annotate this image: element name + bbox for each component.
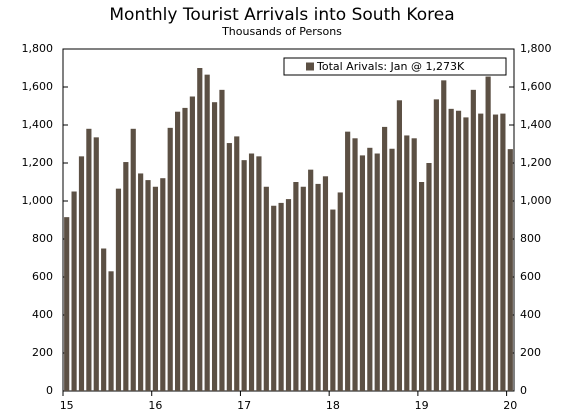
bar [382, 126, 388, 392]
chart-title: Monthly Tourist Arrivals into South Kore… [109, 5, 454, 25]
bar [300, 186, 306, 391]
bar [271, 205, 277, 391]
bar [500, 113, 506, 391]
bar [64, 217, 70, 391]
legend-label: Total Arivals: Jan @ 1,273K [316, 60, 465, 73]
bar [463, 117, 469, 392]
y2-tick-label: 1,400 [520, 118, 552, 131]
bar [197, 68, 203, 391]
y2-tick-label: 1,800 [520, 42, 552, 55]
bar [241, 160, 247, 391]
bar [345, 131, 351, 391]
x-tick-label: 15 [60, 399, 74, 412]
bar [315, 183, 321, 391]
bar [211, 102, 218, 391]
bar [507, 149, 513, 391]
bar [418, 182, 425, 391]
bar [101, 248, 107, 391]
x-tick-label: 20 [503, 399, 517, 412]
bar [337, 192, 343, 391]
bar [115, 188, 122, 391]
legend-swatch [306, 62, 314, 71]
y-tick-label: 600 [32, 270, 53, 283]
bar [426, 163, 432, 391]
bar [330, 209, 336, 391]
bar [308, 169, 314, 391]
bar [152, 186, 159, 391]
bar [441, 80, 447, 391]
y2-tick-label: 800 [520, 232, 541, 245]
bar [367, 147, 373, 391]
bar [108, 271, 114, 391]
bar [485, 76, 491, 392]
bar [248, 153, 255, 391]
bar [160, 178, 166, 391]
y2-tick-label: 600 [520, 270, 541, 283]
bar [293, 182, 299, 391]
x-tick-label: 17 [237, 399, 251, 412]
bar [175, 111, 181, 391]
y-tick-label: 200 [32, 346, 53, 359]
legend-box [283, 57, 507, 76]
bar [234, 136, 240, 391]
bar [396, 100, 402, 392]
y-tick-label: 1,400 [22, 118, 54, 131]
y-tick-label: 800 [32, 232, 53, 245]
bar [448, 108, 454, 391]
bar [455, 110, 462, 391]
bar [86, 128, 92, 392]
y2-tick-label: 200 [520, 346, 541, 359]
bar [219, 89, 225, 391]
y-tick-label: 1,200 [22, 156, 54, 169]
bar [263, 186, 269, 391]
y-tick-label: 400 [32, 308, 53, 321]
x-tick-label: 19 [415, 399, 429, 412]
x-tick-label: 16 [148, 399, 162, 412]
bar [145, 180, 151, 391]
chart-subtitle: Thousands of Persons [221, 25, 342, 38]
y2-tick-label: 1,200 [520, 156, 552, 169]
bar [374, 153, 380, 391]
y-tick-label: 1,800 [22, 42, 54, 55]
bar [256, 156, 262, 391]
bar [404, 135, 410, 391]
bar [433, 99, 439, 391]
y2-tick-label: 0 [520, 384, 527, 397]
y2-tick-label: 1,000 [520, 194, 552, 207]
bar [130, 128, 136, 392]
bar [182, 107, 188, 392]
x-tick-label: 18 [326, 399, 340, 412]
bar [167, 127, 173, 391]
bar [411, 138, 417, 391]
bar [352, 138, 358, 391]
bar [78, 156, 85, 391]
bar [71, 191, 77, 391]
bar [359, 155, 366, 391]
bar [93, 137, 99, 391]
y-tick-label: 1,600 [22, 80, 54, 93]
bar [123, 162, 129, 391]
bar [322, 176, 329, 391]
y-tick-label: 0 [46, 384, 53, 397]
bar [278, 202, 284, 391]
bar [204, 74, 210, 392]
bar [470, 89, 476, 391]
y2-tick-label: 1,600 [520, 80, 552, 93]
y-tick-label: 1,000 [22, 194, 54, 207]
bar [389, 148, 395, 391]
y2-tick-label: 400 [520, 308, 541, 321]
bar [285, 199, 292, 391]
bar [226, 143, 232, 391]
bar [478, 113, 484, 391]
bar [189, 96, 195, 391]
bar [138, 173, 144, 391]
bar [492, 114, 499, 392]
